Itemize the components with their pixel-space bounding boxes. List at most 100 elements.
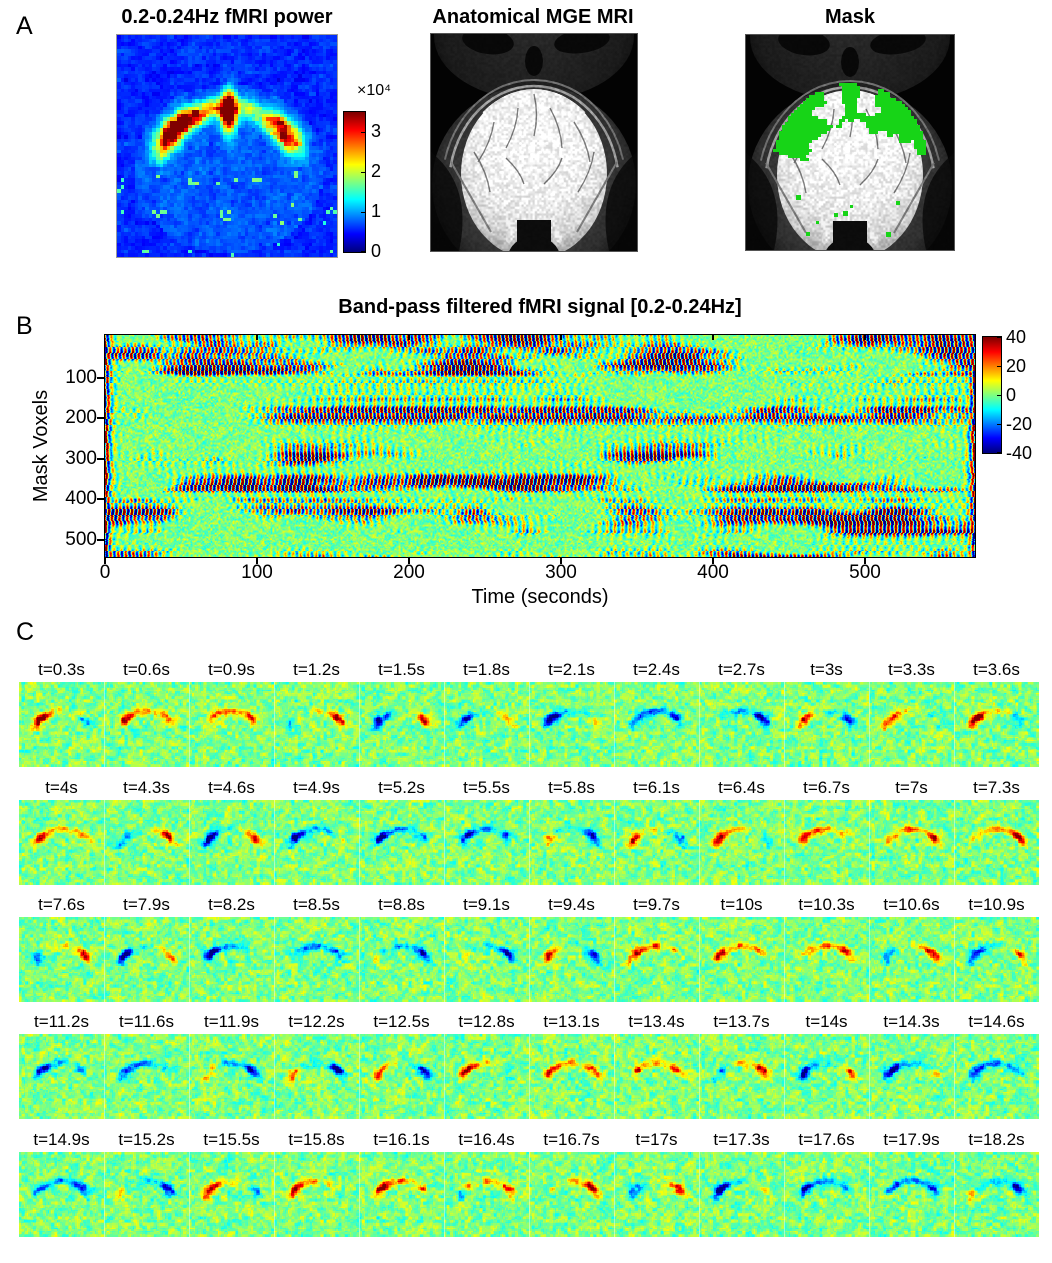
frame-time-label: t=3.6s [973, 660, 1020, 679]
frame-time-label: t=2.4s [633, 660, 680, 679]
frame-time-label: t=4s [45, 778, 78, 797]
mask-title: Mask [824, 6, 876, 28]
frame-time-label: t=7.6s [38, 895, 85, 914]
y-tick-label: 300 [65, 448, 97, 469]
frame-time-label: t=9.7s [633, 895, 680, 914]
frame-time-label: t=15.2s [118, 1130, 175, 1149]
frame-time-label: t=6.1s [633, 778, 680, 797]
frame-time-label: t=17.3s [713, 1130, 770, 1149]
power-colorbar-tick: 3 [371, 121, 382, 141]
x-tick-mark-top [712, 335, 714, 340]
frame-time-label: t=16.4s [458, 1130, 515, 1149]
frame-row-strip [19, 682, 1039, 767]
signal-colorbar-tick: -20 [1006, 414, 1033, 434]
heatmap-image [104, 334, 976, 558]
x-tick-mark [256, 558, 258, 564]
x-tick-mark [864, 558, 866, 564]
frame-row-strip [19, 800, 1039, 885]
frame-time-label: t=15.5s [203, 1130, 260, 1149]
panel-a-label: A [16, 12, 33, 40]
frame-time-label: t=8.5s [293, 895, 340, 914]
frame-row-strip [19, 917, 1039, 1002]
x-tick-label: 400 [697, 562, 729, 583]
y-tick-label: 200 [65, 407, 97, 428]
mask-image [745, 34, 955, 251]
frame-time-label: t=7s [895, 778, 928, 797]
x-axis-label: Time (seconds) [471, 586, 609, 608]
frame-time-label: t=0.6s [123, 660, 170, 679]
y-tick-mark [97, 377, 104, 379]
signal-colorbar [982, 336, 1002, 454]
frame-time-label: t=10.3s [798, 895, 855, 914]
frame-time-label: t=8.8s [378, 895, 425, 914]
frame-time-label: t=2.7s [718, 660, 765, 679]
frame-time-label: t=10s [720, 895, 763, 914]
power-colorbar-tick: 1 [371, 201, 382, 221]
frame-time-label: t=9.1s [463, 895, 510, 914]
power-colorbar-scale: ×10⁴ [357, 82, 392, 99]
x-tick-mark-top [256, 335, 258, 340]
power-colorbar-tick: 0 [371, 241, 382, 261]
frame-time-label: t=11.9s [204, 1012, 259, 1031]
frame-time-label: t=14.9s [33, 1130, 90, 1149]
frame-time-label: t=9.4s [548, 895, 595, 914]
y-tick-mark [97, 417, 104, 419]
y-tick-mark [97, 498, 104, 500]
frame-time-label: t=17.6s [798, 1130, 855, 1149]
signal-colorbar-tick: 0 [1006, 385, 1017, 405]
frame-time-label: t=14.3s [883, 1012, 940, 1031]
y-axis-label: Mask Voxels [30, 389, 52, 503]
x-tick-label: 200 [393, 562, 425, 583]
power-colorbar [343, 111, 366, 253]
signal-colorbar-tick: -40 [1006, 443, 1033, 463]
anatomical-image [430, 33, 638, 252]
frame-time-label: t=1.2s [293, 660, 340, 679]
y-tick-label: 100 [65, 367, 97, 388]
frame-time-label: t=2.1s [548, 660, 595, 679]
x-tick-mark [560, 558, 562, 564]
frame-time-label: t=12.5s [373, 1012, 430, 1031]
frame-time-label: t=8.2s [208, 895, 255, 914]
x-tick-mark-top [560, 335, 562, 340]
frame-time-label: t=1.5s [378, 660, 425, 679]
frame-time-label: t=16.7s [543, 1130, 600, 1149]
x-tick-label: 500 [849, 562, 881, 583]
frame-time-label: t=5.2s [378, 778, 425, 797]
frame-time-label: t=3s [810, 660, 843, 679]
frame-time-label: t=14s [805, 1012, 848, 1031]
frame-time-label: t=13.1s [543, 1012, 600, 1031]
frame-time-label: t=12.8s [458, 1012, 515, 1031]
frame-time-label: t=7.3s [973, 778, 1020, 797]
frame-time-label: t=17s [635, 1130, 678, 1149]
y-tick-label: 400 [65, 488, 97, 509]
y-tick-mark [97, 539, 104, 541]
frame-row-strip [19, 1034, 1039, 1119]
frame-time-label: t=7.9s [123, 895, 170, 914]
frame-time-label: t=10.9s [968, 895, 1025, 914]
power-colorbar-tick: 2 [371, 161, 382, 181]
x-tick-label: 100 [241, 562, 273, 583]
x-tick-mark-top [864, 335, 866, 340]
frame-time-label: t=4.3s [123, 778, 170, 797]
frame-time-label: t=18.2s [968, 1130, 1025, 1149]
frame-row-strip [19, 1152, 1039, 1237]
x-tick-label: 300 [545, 562, 577, 583]
y-tick-mark [97, 458, 104, 460]
y-tick-label: 500 [65, 529, 97, 550]
x-tick-label: 0 [99, 562, 111, 583]
heatmap-title: Band-pass filtered fMRI signal [0.2-0.24… [338, 296, 742, 318]
fmri-power-image [116, 34, 338, 258]
x-tick-mark [712, 558, 714, 564]
frame-time-label: t=3.3s [888, 660, 935, 679]
frame-time-label: t=4.9s [293, 778, 340, 797]
frame-time-label: t=4.6s [208, 778, 255, 797]
frame-time-label: t=5.8s [548, 778, 595, 797]
frame-time-label: t=6.7s [803, 778, 850, 797]
frame-time-label: t=13.4s [628, 1012, 685, 1031]
frame-time-label: t=0.9s [208, 660, 255, 679]
frame-time-label: t=10.6s [883, 895, 940, 914]
anatomical-title: Anatomical MGE MRI [432, 6, 634, 28]
signal-colorbar-tick: 20 [1006, 356, 1027, 376]
signal-colorbar-tick: 40 [1006, 327, 1027, 347]
panel-b-label: B [16, 312, 33, 340]
